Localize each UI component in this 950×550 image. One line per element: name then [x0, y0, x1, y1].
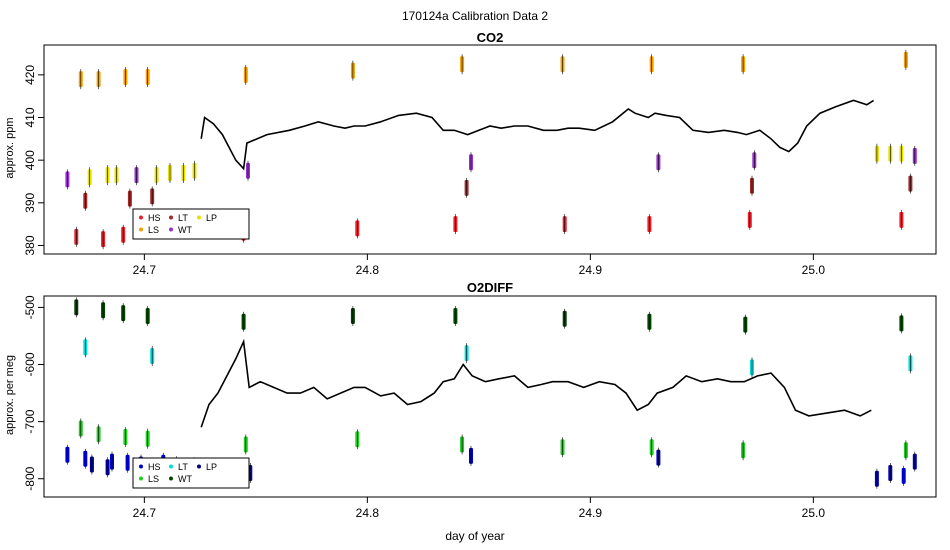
co2-y-tick-label-2: 400 — [23, 150, 37, 170]
o2diff-y-tick-label-2: -600 — [23, 352, 37, 376]
co2-legend-box — [132, 208, 250, 240]
o2diff-x-tick-label-3: 25.0 — [802, 506, 826, 520]
co2-x-tick-label-0: 24.7 — [133, 263, 157, 277]
co2-legend: HS LS LT WT LP — [132, 208, 250, 240]
o2diff-y-tick-label-0: -800 — [23, 466, 37, 490]
co2-panel: CO2 approx. ppm 380 390 400 410 420 24.7 24.8… — [4, 30, 937, 277]
o2diff-x-axis: 24.7 24.8 24.9 25.0 — [133, 497, 826, 520]
co2-plot-frame — [43, 44, 937, 255]
co2-y-tick-label-0: 380 — [23, 235, 37, 255]
co2-x-tick-label-2: 24.9 — [579, 263, 603, 277]
o2diff-legend-swatch-lp — [197, 464, 201, 469]
figure-suptitle: 170124a Calibration Data 2 — [402, 9, 548, 23]
o2diff-x-tick-label-1: 24.8 — [356, 506, 380, 520]
co2-legend-label-wt: WT — [178, 225, 192, 235]
o2diff-y-tick-label-3: -500 — [23, 295, 37, 319]
co2-legend-swatch-hs — [139, 215, 143, 220]
co2-legend-label-ls: LS — [148, 225, 159, 235]
o2diff-panel: O2DIFF approx. per meg -800-700-600-500 … — [4, 280, 937, 543]
co2-y-tick-label-4: 420 — [23, 65, 37, 85]
co2-x-tick-label-1: 24.8 — [356, 263, 380, 277]
o2diff-legend-swatch-wt — [169, 476, 173, 481]
o2diff-legend-label-lp: LP — [206, 462, 217, 472]
co2-x-axis: 24.7 24.8 24.9 25.0 — [133, 254, 826, 277]
o2diff-y-axis-label: approx. per meg — [4, 355, 16, 435]
co2-legend-swatch-wt — [169, 227, 173, 232]
co2-y-tick-label-1: 390 — [23, 192, 37, 212]
o2diff-y-tick-label-1: -700 — [23, 409, 37, 433]
co2-y-axis: 380 390 400 410 420 — [23, 65, 44, 256]
co2-legend-swatch-lt — [169, 215, 173, 220]
co2-legend-label-lt: LT — [178, 213, 188, 223]
o2diff-legend-label-hs: HS — [148, 462, 161, 472]
co2-legend-label-lp: LP — [206, 213, 217, 223]
o2diff-legend-swatch-hs — [139, 464, 143, 469]
o2diff-x-tick-label-2: 24.9 — [579, 506, 603, 520]
o2diff-legend: HS LS LT WT LP — [132, 457, 250, 489]
co2-y-tick-label-3: 410 — [23, 107, 37, 127]
o2diff-plot-frame — [43, 295, 937, 498]
o2diff-sample-line — [200, 338, 872, 428]
o2diff-legend-label-lt: LT — [178, 462, 188, 472]
co2-legend-label-hs: HS — [148, 213, 161, 223]
o2diff-x-axis-label: day of year — [445, 529, 504, 543]
o2diff-x-tick-label-0: 24.7 — [133, 506, 157, 520]
co2-x-tick-label-3: 25.0 — [802, 263, 826, 277]
co2-legend-swatch-ls — [139, 227, 143, 232]
o2diff-legend-swatch-lt — [169, 464, 173, 469]
co2-sample-line — [200, 99, 875, 171]
co2-y-axis-label: approx. ppm — [4, 117, 16, 178]
co2-legend-swatch-lp — [197, 215, 201, 220]
o2diff-title: O2DIFF — [467, 280, 513, 295]
co2-plot-area — [65, 49, 917, 250]
o2diff-legend-swatch-ls — [139, 476, 143, 481]
o2diff-y-axis: -800 -700 -600 -500 — [23, 295, 44, 491]
o2diff-legend-box — [132, 457, 250, 489]
o2diff-legend-label-wt: WT — [178, 474, 192, 484]
co2-title: CO2 — [477, 30, 504, 45]
o2diff-legend-label-ls: LS — [148, 474, 159, 484]
